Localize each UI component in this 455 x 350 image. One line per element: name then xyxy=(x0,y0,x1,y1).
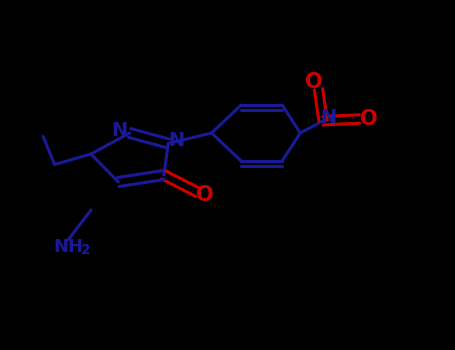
Text: N: N xyxy=(168,131,185,149)
Text: N: N xyxy=(320,108,337,127)
Text: NH: NH xyxy=(53,238,83,257)
Text: O: O xyxy=(305,72,323,92)
Text: N: N xyxy=(111,121,128,140)
Text: O: O xyxy=(197,185,214,205)
Text: O: O xyxy=(360,109,377,129)
Text: 2: 2 xyxy=(81,243,91,257)
